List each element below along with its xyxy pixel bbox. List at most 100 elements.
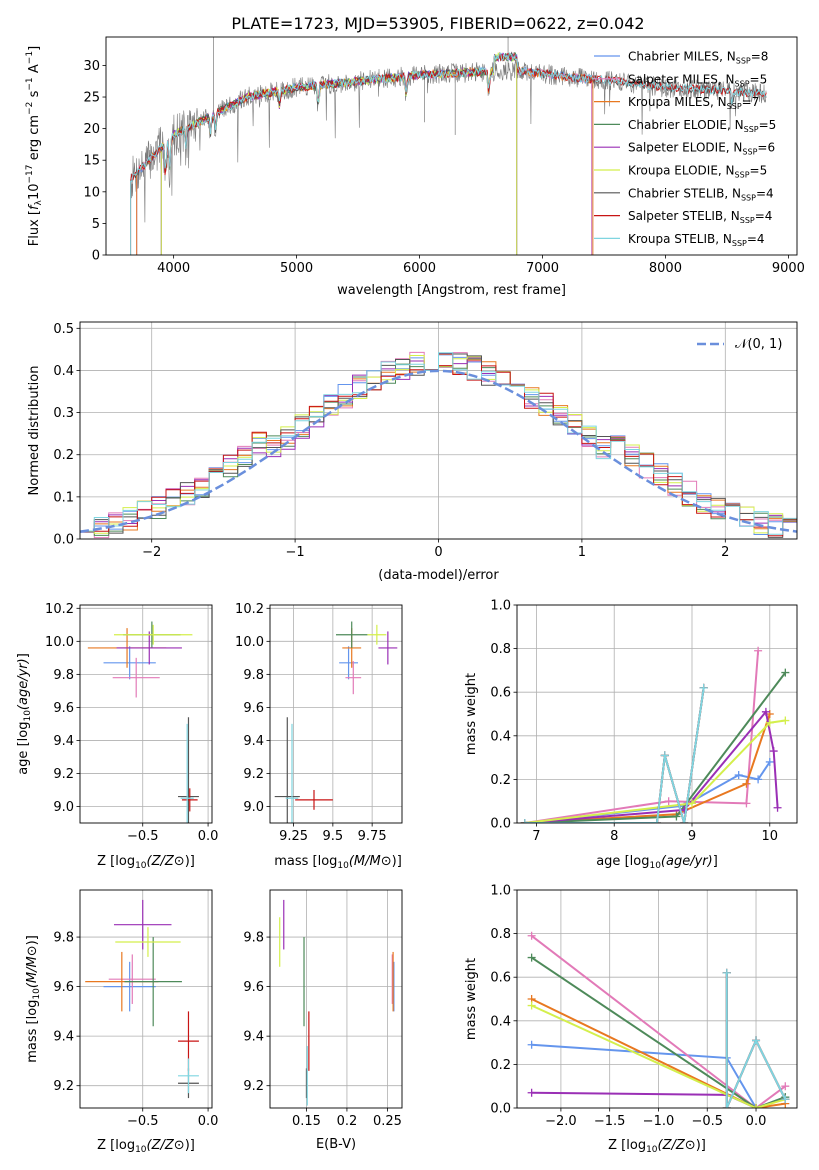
- y-tick-label: 9.6: [243, 980, 264, 995]
- y-tick-label: 9.8: [243, 931, 264, 946]
- x-tick-label: 0.0: [746, 1114, 767, 1129]
- x-axis-label: Z [log10(Z/Z⊙)]: [97, 854, 195, 871]
- y-tick-label: 10.2: [235, 602, 264, 617]
- legend-entry: Chabrier ELODIE, NSSP=5: [628, 118, 776, 134]
- errorbar-chabrier-miles: [103, 961, 156, 1012]
- errorbar-salpeter-miles: [345, 661, 362, 695]
- y-tick-label: 5: [92, 217, 100, 232]
- y-tick-label: 0.4: [490, 1014, 511, 1029]
- errorbar-chabrier-miles: [339, 646, 358, 680]
- mass_vs_EBV-panel: 0.15 0.2 0.25 9.2 9.4 9.6 9.8 E(B-V): [243, 889, 403, 1152]
- y-axis-label: Flux [fλ 10−17 erg cm−2 s−1 A−1 ]: [25, 46, 44, 247]
- x-tick-label: −2.0: [545, 1114, 577, 1129]
- figure-title: PLATE=1723, MJD=53905, FIBERID=0622, z=0…: [231, 14, 644, 33]
- y-tick-label: 0.3: [53, 406, 74, 421]
- y-tick-label: 9.8: [243, 668, 264, 683]
- weight_vs_age-panel: 7 8 9 10 0.0 0.2 0.4 0.6 0.8 1.0 mass weight age [l…: [464, 599, 798, 871]
- y-tick-label: 9.4: [53, 1030, 74, 1045]
- x-tick-label: −1: [286, 545, 305, 560]
- plus-marker: [653, 819, 661, 823]
- x-axis-label: Z [log10(Z/Z⊙)]: [608, 1138, 706, 1155]
- weight-line-salpeter-elodie: [524, 709, 779, 823]
- plus-marker: [520, 819, 529, 823]
- x-tick-label: 10: [762, 829, 779, 844]
- legend-entry: Salpeter MILES, NSSP=5: [628, 72, 767, 88]
- y-tick-label: 10.0: [45, 635, 74, 650]
- plus-marker: [765, 757, 774, 766]
- plus-marker: [781, 716, 790, 725]
- x-tick-label: 0.15: [292, 1114, 321, 1129]
- y-tick-label: 0.0: [53, 533, 74, 548]
- x-axis-label: E(B-V): [316, 1137, 356, 1152]
- x-tick-label: 9.75: [358, 829, 387, 844]
- errorbar-salpeter-elodie: [116, 631, 182, 665]
- x-tick-label: −2: [142, 545, 161, 560]
- x-tick-label: 1: [578, 545, 586, 560]
- weight-line-kroupa-miles: [531, 998, 786, 1108]
- mass_vs_Z-plot-area: [85, 899, 199, 1099]
- y-tick-label: 9.0: [53, 800, 74, 815]
- plus-marker: [672, 812, 681, 821]
- y-tick-label: 20: [83, 122, 100, 137]
- y-axis-label: Normed distribution: [27, 366, 42, 496]
- residuals-plot-area: [80, 351, 797, 539]
- x-tick-label: −1.0: [643, 1114, 675, 1129]
- x-tick-label: 9.5: [323, 829, 344, 844]
- plus-marker: [664, 797, 673, 806]
- errorbar-chabrier-elodie: [336, 621, 368, 648]
- plus-marker: [527, 1001, 536, 1010]
- x-tick-label: 5000: [280, 261, 313, 276]
- model-line-salpeter-stelib: [130, 52, 767, 255]
- plus-marker: [773, 803, 782, 812]
- legend-entry: Chabrier STELIB, NSSP=4: [628, 186, 774, 202]
- plus-marker: [752, 1036, 761, 1045]
- axes-frame: [105, 36, 798, 256]
- y-tick-label: 9.8: [53, 931, 74, 946]
- y-tick-label: 10.2: [45, 602, 74, 617]
- legend-entry: Kroupa MILES, NSSP=7: [628, 95, 759, 111]
- errorbar-kroupa-elodie: [115, 927, 181, 957]
- y-axis-label: age [log10(age/yr)]: [16, 653, 33, 775]
- axes-frame: [269, 889, 403, 1109]
- y-tick-label: 9.0: [243, 800, 264, 815]
- x-axis-label: age [log10(age/yr)]: [596, 854, 718, 871]
- y-tick-label: 1.0: [490, 884, 511, 899]
- plus-marker: [527, 953, 536, 962]
- y-tick-label: 0.0: [490, 1102, 511, 1117]
- y-tick-label: 9.6: [243, 701, 264, 716]
- y-tick-label: 10: [83, 185, 100, 200]
- x-tick-label: −0.5: [127, 1114, 159, 1129]
- mass_vs_EBV-plot-area: [279, 899, 395, 1106]
- age_vs_Z-plot-area: [87, 621, 199, 823]
- weight-line-kroupa-stelib: [725, 972, 787, 1108]
- weight-line-chabrier-elodie: [531, 956, 786, 1108]
- x-tick-label: −1.5: [594, 1114, 626, 1129]
- plus-marker: [752, 1104, 761, 1108]
- y-tick-label: 9.6: [53, 980, 74, 995]
- y-tick-label: 0.6: [490, 686, 511, 701]
- axes-frame: [516, 889, 798, 1109]
- axes-frame: [79, 604, 213, 824]
- y-tick-label: 9.2: [53, 767, 74, 782]
- y-tick-label: 1.0: [490, 599, 511, 614]
- weight-line-kroupa-elodie: [531, 1004, 786, 1108]
- y-tick-label: 30: [83, 59, 100, 74]
- x-tick-label: 9000: [772, 261, 805, 276]
- normal-curve: [80, 369, 797, 533]
- y-tick-label: 9.2: [243, 767, 264, 782]
- errorbar-salpeter-elodie: [378, 631, 398, 665]
- legend-entry: Salpeter STELIB, NSSP=4: [628, 209, 772, 225]
- y-tick-label: 0.2: [490, 773, 511, 788]
- plus-marker: [781, 1082, 790, 1091]
- plus-marker: [722, 968, 731, 977]
- age_vs_Z-panel: −0.5 0.0 9.0 9.2 9.4 9.6 9.8 10.0 10.2 Z [log10(Z…: [16, 602, 218, 871]
- axes-frame: [516, 604, 798, 824]
- errorbar-kroupa-elodie: [113, 624, 193, 645]
- y-tick-label: 0.8: [490, 927, 511, 942]
- weight-line-kroupa-miles: [524, 713, 771, 823]
- plus-marker: [781, 668, 790, 677]
- y-tick-label: 0.5: [53, 322, 74, 337]
- weight-line-kroupa-elodie: [524, 719, 786, 823]
- errorbar-kroupa-elodie: [367, 624, 387, 645]
